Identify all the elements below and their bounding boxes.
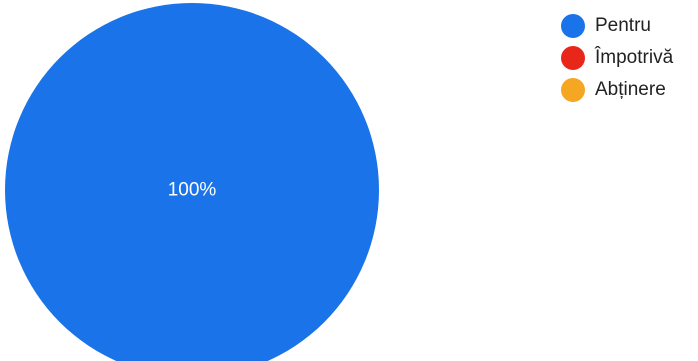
legend-label-pentru: Pentru [595,15,651,36]
legend-item-abtinere[interactable]: Abținere [561,74,698,106]
legend-label-abtinere: Abținere [595,79,666,100]
legend-swatch-impotriva [561,46,585,70]
chart-legend: Pentru Împotrivă Abținere [561,10,698,106]
legend-item-pentru[interactable]: Pentru [561,10,698,42]
legend-item-impotriva[interactable]: Împotrivă [561,42,698,74]
pie-slice-pentru[interactable] [5,3,379,361]
legend-swatch-abtinere [561,78,585,102]
legend-label-impotriva: Împotrivă [595,47,674,68]
legend-swatch-pentru [561,14,585,38]
slice-label-pentru: 100% [168,180,217,201]
